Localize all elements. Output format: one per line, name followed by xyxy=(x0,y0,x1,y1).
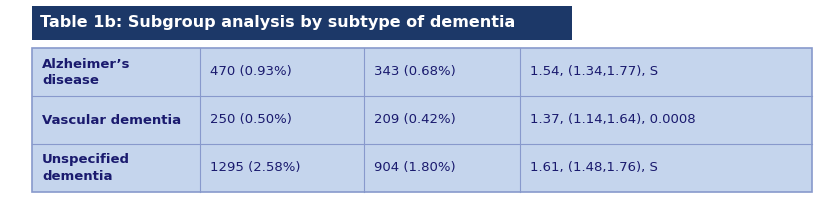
Text: 250 (0.50%): 250 (0.50%) xyxy=(210,114,292,127)
Text: 209 (0.42%): 209 (0.42%) xyxy=(373,114,455,127)
Text: 1.54, (1.34,1.77), S: 1.54, (1.34,1.77), S xyxy=(529,66,658,78)
Text: 1.61, (1.48,1.76), S: 1.61, (1.48,1.76), S xyxy=(529,162,658,174)
Text: Alzheimer’s
disease: Alzheimer’s disease xyxy=(42,58,131,86)
Text: 1.37, (1.14,1.64), 0.0008: 1.37, (1.14,1.64), 0.0008 xyxy=(529,114,695,127)
Text: Unspecified
dementia: Unspecified dementia xyxy=(42,154,130,182)
Text: Vascular dementia: Vascular dementia xyxy=(42,114,181,127)
Bar xyxy=(32,48,812,192)
Text: 343 (0.68%): 343 (0.68%) xyxy=(373,66,455,78)
Text: 904 (1.80%): 904 (1.80%) xyxy=(373,162,455,174)
Bar xyxy=(32,6,572,40)
Text: 470 (0.93%): 470 (0.93%) xyxy=(210,66,292,78)
Text: 1295 (2.58%): 1295 (2.58%) xyxy=(210,162,300,174)
Text: Table 1b: Subgroup analysis by subtype of dementia: Table 1b: Subgroup analysis by subtype o… xyxy=(40,16,515,30)
